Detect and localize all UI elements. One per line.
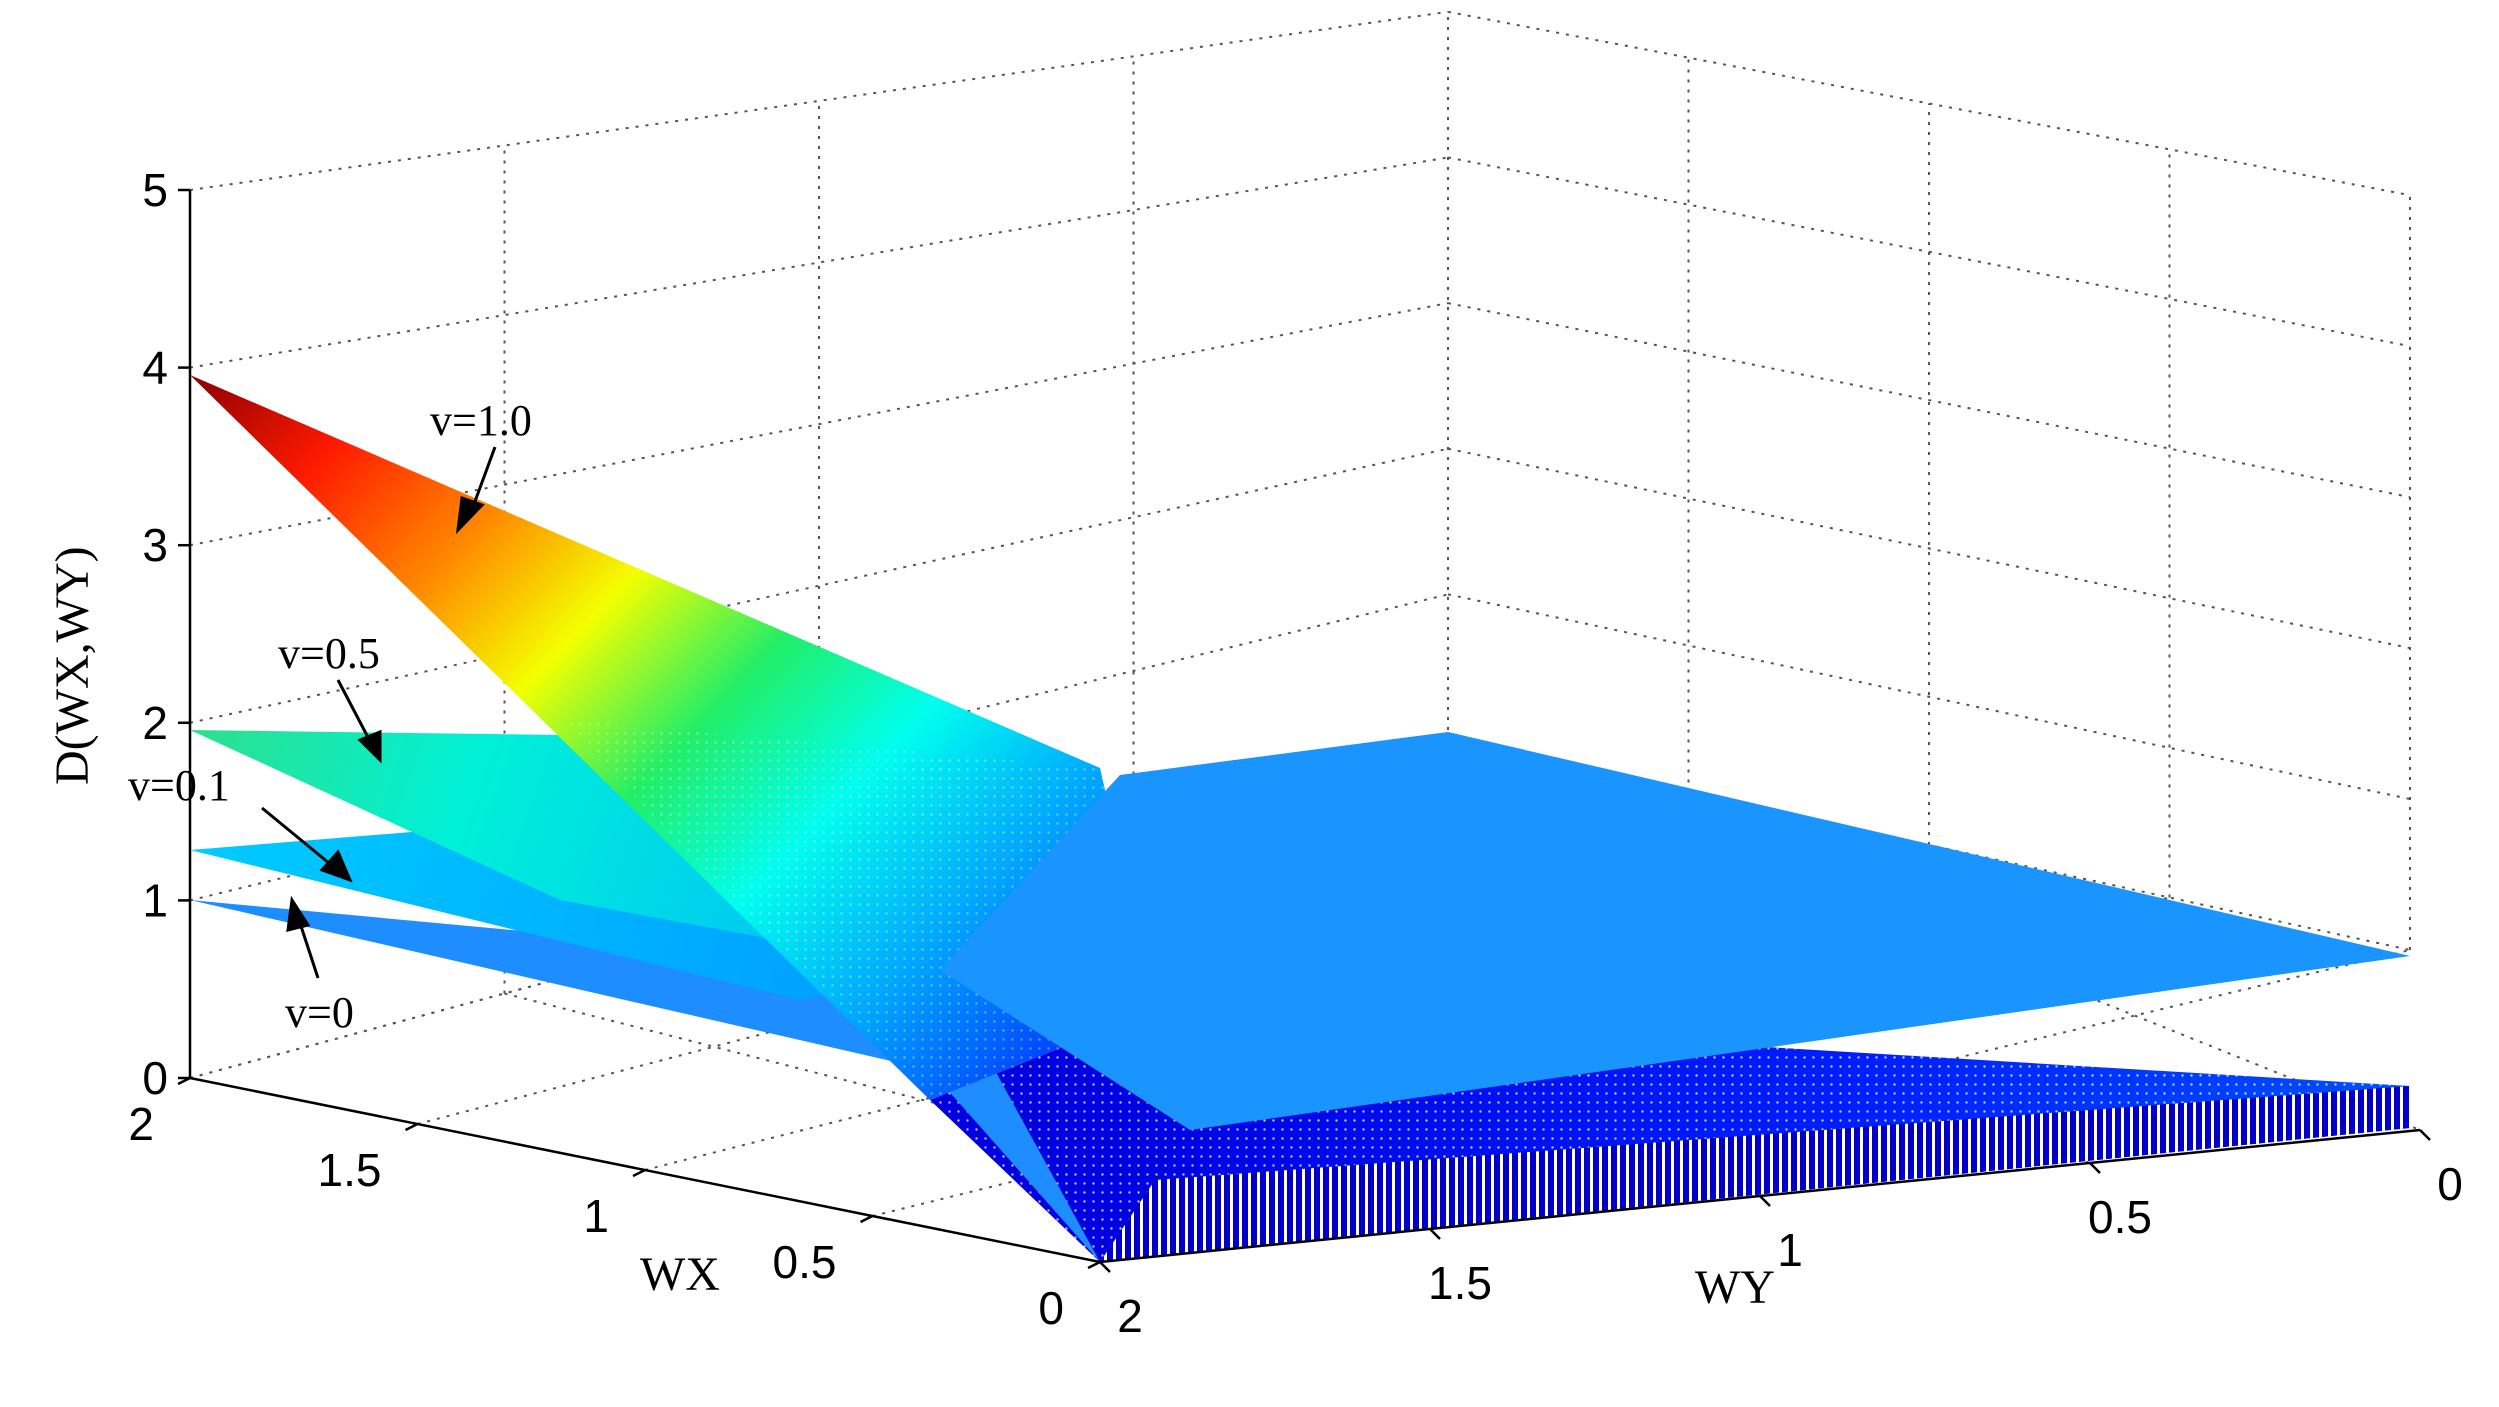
y-tick-mark (1759, 1195, 1771, 1207)
y-tick-mark (2089, 1162, 2101, 1174)
grid-line (1447, 739, 2421, 1131)
surfaces (190, 375, 2410, 1262)
z-tick-label: 4 (142, 342, 168, 394)
x-tick-mark (404, 1122, 419, 1132)
grid-line (1447, 447, 2411, 650)
annotation-v1: v=1.0 (430, 396, 532, 445)
x-axis-label: WX (640, 1248, 720, 1301)
arrowhead-v05 (357, 729, 382, 764)
z-tick-group: 0 1 2 3 4 5 (142, 164, 190, 1104)
y-tick-label: 1 (1777, 1224, 1803, 1276)
x-tick-label: 0.5 (773, 1236, 837, 1288)
x-tick-mark (632, 1168, 646, 1178)
x-tick-group: 0 0.5 1 1.5 2 (128, 1076, 1101, 1334)
z-tick-label: 5 (142, 164, 168, 216)
grid-line (189, 447, 1449, 724)
annotation-v0: v=0 (285, 988, 354, 1037)
x-tick-label: 2 (128, 1098, 154, 1150)
arrowhead-v1 (455, 495, 485, 535)
y-tick-group: 0 0.5 1 1.5 2 (1099, 1129, 2463, 1342)
surface-v01 (190, 820, 940, 1000)
y-axis-label: WY (1695, 1261, 1775, 1314)
y-tick-label: 0 (2437, 1158, 2463, 1210)
annotations: v=1.0 v=0.5 v=0.1 v=0 (128, 396, 532, 1037)
grid-line (1447, 10, 2411, 197)
grid-line (1447, 593, 2411, 801)
grid-line (189, 10, 1449, 191)
surface-plateau (940, 732, 2410, 1130)
y-tick-mark (1429, 1228, 1441, 1240)
z-axis-label: D(WX,WY) (46, 546, 99, 785)
z-tick-label: 1 (142, 874, 168, 926)
z-tick-label: 0 (142, 1052, 168, 1104)
arrowhead-v01 (319, 849, 353, 883)
arrow-v05 (336, 679, 374, 746)
annotation-v01: v=0.1 (128, 761, 230, 810)
y-tick-label: 1.5 (1428, 1257, 1492, 1309)
grid-line (1447, 302, 2411, 499)
surface-v1-front-edge (1100, 1086, 2410, 1262)
arrowhead-v0 (286, 895, 311, 932)
grid-line (1447, 156, 2411, 348)
x-tick-mark (1087, 1260, 1101, 1270)
z-tick-label: 3 (142, 519, 168, 571)
x-tick-label: 0 (1038, 1282, 1064, 1334)
x-tick-mark (177, 1076, 191, 1086)
grid-line (1099, 949, 2411, 1263)
grid-line (189, 156, 1449, 369)
annotation-v05: v=0.5 (278, 629, 380, 678)
y-tick-label: 2 (1117, 1290, 1143, 1342)
y-tick-mark (2419, 1129, 2431, 1141)
grid-line (189, 302, 1449, 547)
arrow-v01 (261, 806, 336, 870)
y-tick-mark (1099, 1261, 1111, 1273)
x-tick-mark (859, 1214, 874, 1224)
z-tick-label: 2 (142, 697, 168, 749)
x-tick-label: 1 (583, 1190, 609, 1242)
y-tick-label: 0.5 (2088, 1191, 2152, 1243)
x-tick-label: 1.5 (318, 1144, 382, 1196)
